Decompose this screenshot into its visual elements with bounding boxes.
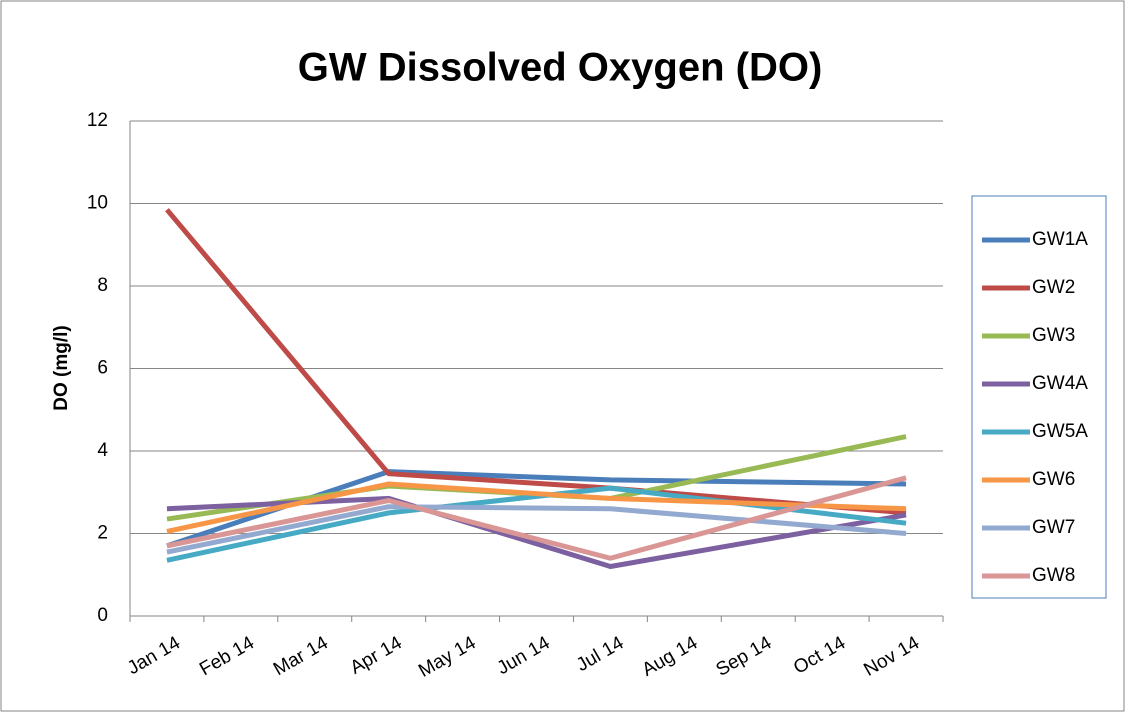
- y-tick-label: 0: [97, 605, 108, 626]
- y-tick-label: 10: [87, 193, 108, 214]
- chart-title: GW Dissolved Oxygen (DO): [298, 46, 823, 90]
- legend-label: GW5A: [1032, 421, 1088, 442]
- y-tick-label: 6: [97, 358, 108, 379]
- y-axis-label: DO (mg/l): [51, 325, 72, 411]
- series-line: [166, 495, 907, 569]
- y-tick-label: 2: [97, 523, 108, 544]
- y-tick-label: 4: [97, 440, 108, 461]
- series-line: [166, 475, 907, 561]
- legend-label: GW4A: [1032, 373, 1088, 394]
- series-line: [166, 481, 907, 534]
- series-line: [165, 208, 907, 516]
- legend-label: GW7: [1032, 517, 1075, 538]
- legend-box: [971, 195, 1107, 599]
- legend-label: GW6: [1032, 469, 1075, 490]
- series-line: [166, 504, 907, 555]
- legend-label: GW8: [1032, 565, 1075, 586]
- legend-label: GW3: [1032, 325, 1075, 346]
- legend-label: GW2: [1032, 277, 1075, 298]
- legend-label: GW1A: [1032, 229, 1088, 250]
- y-tick-label: 12: [87, 110, 108, 131]
- y-tick-label: 8: [97, 275, 108, 296]
